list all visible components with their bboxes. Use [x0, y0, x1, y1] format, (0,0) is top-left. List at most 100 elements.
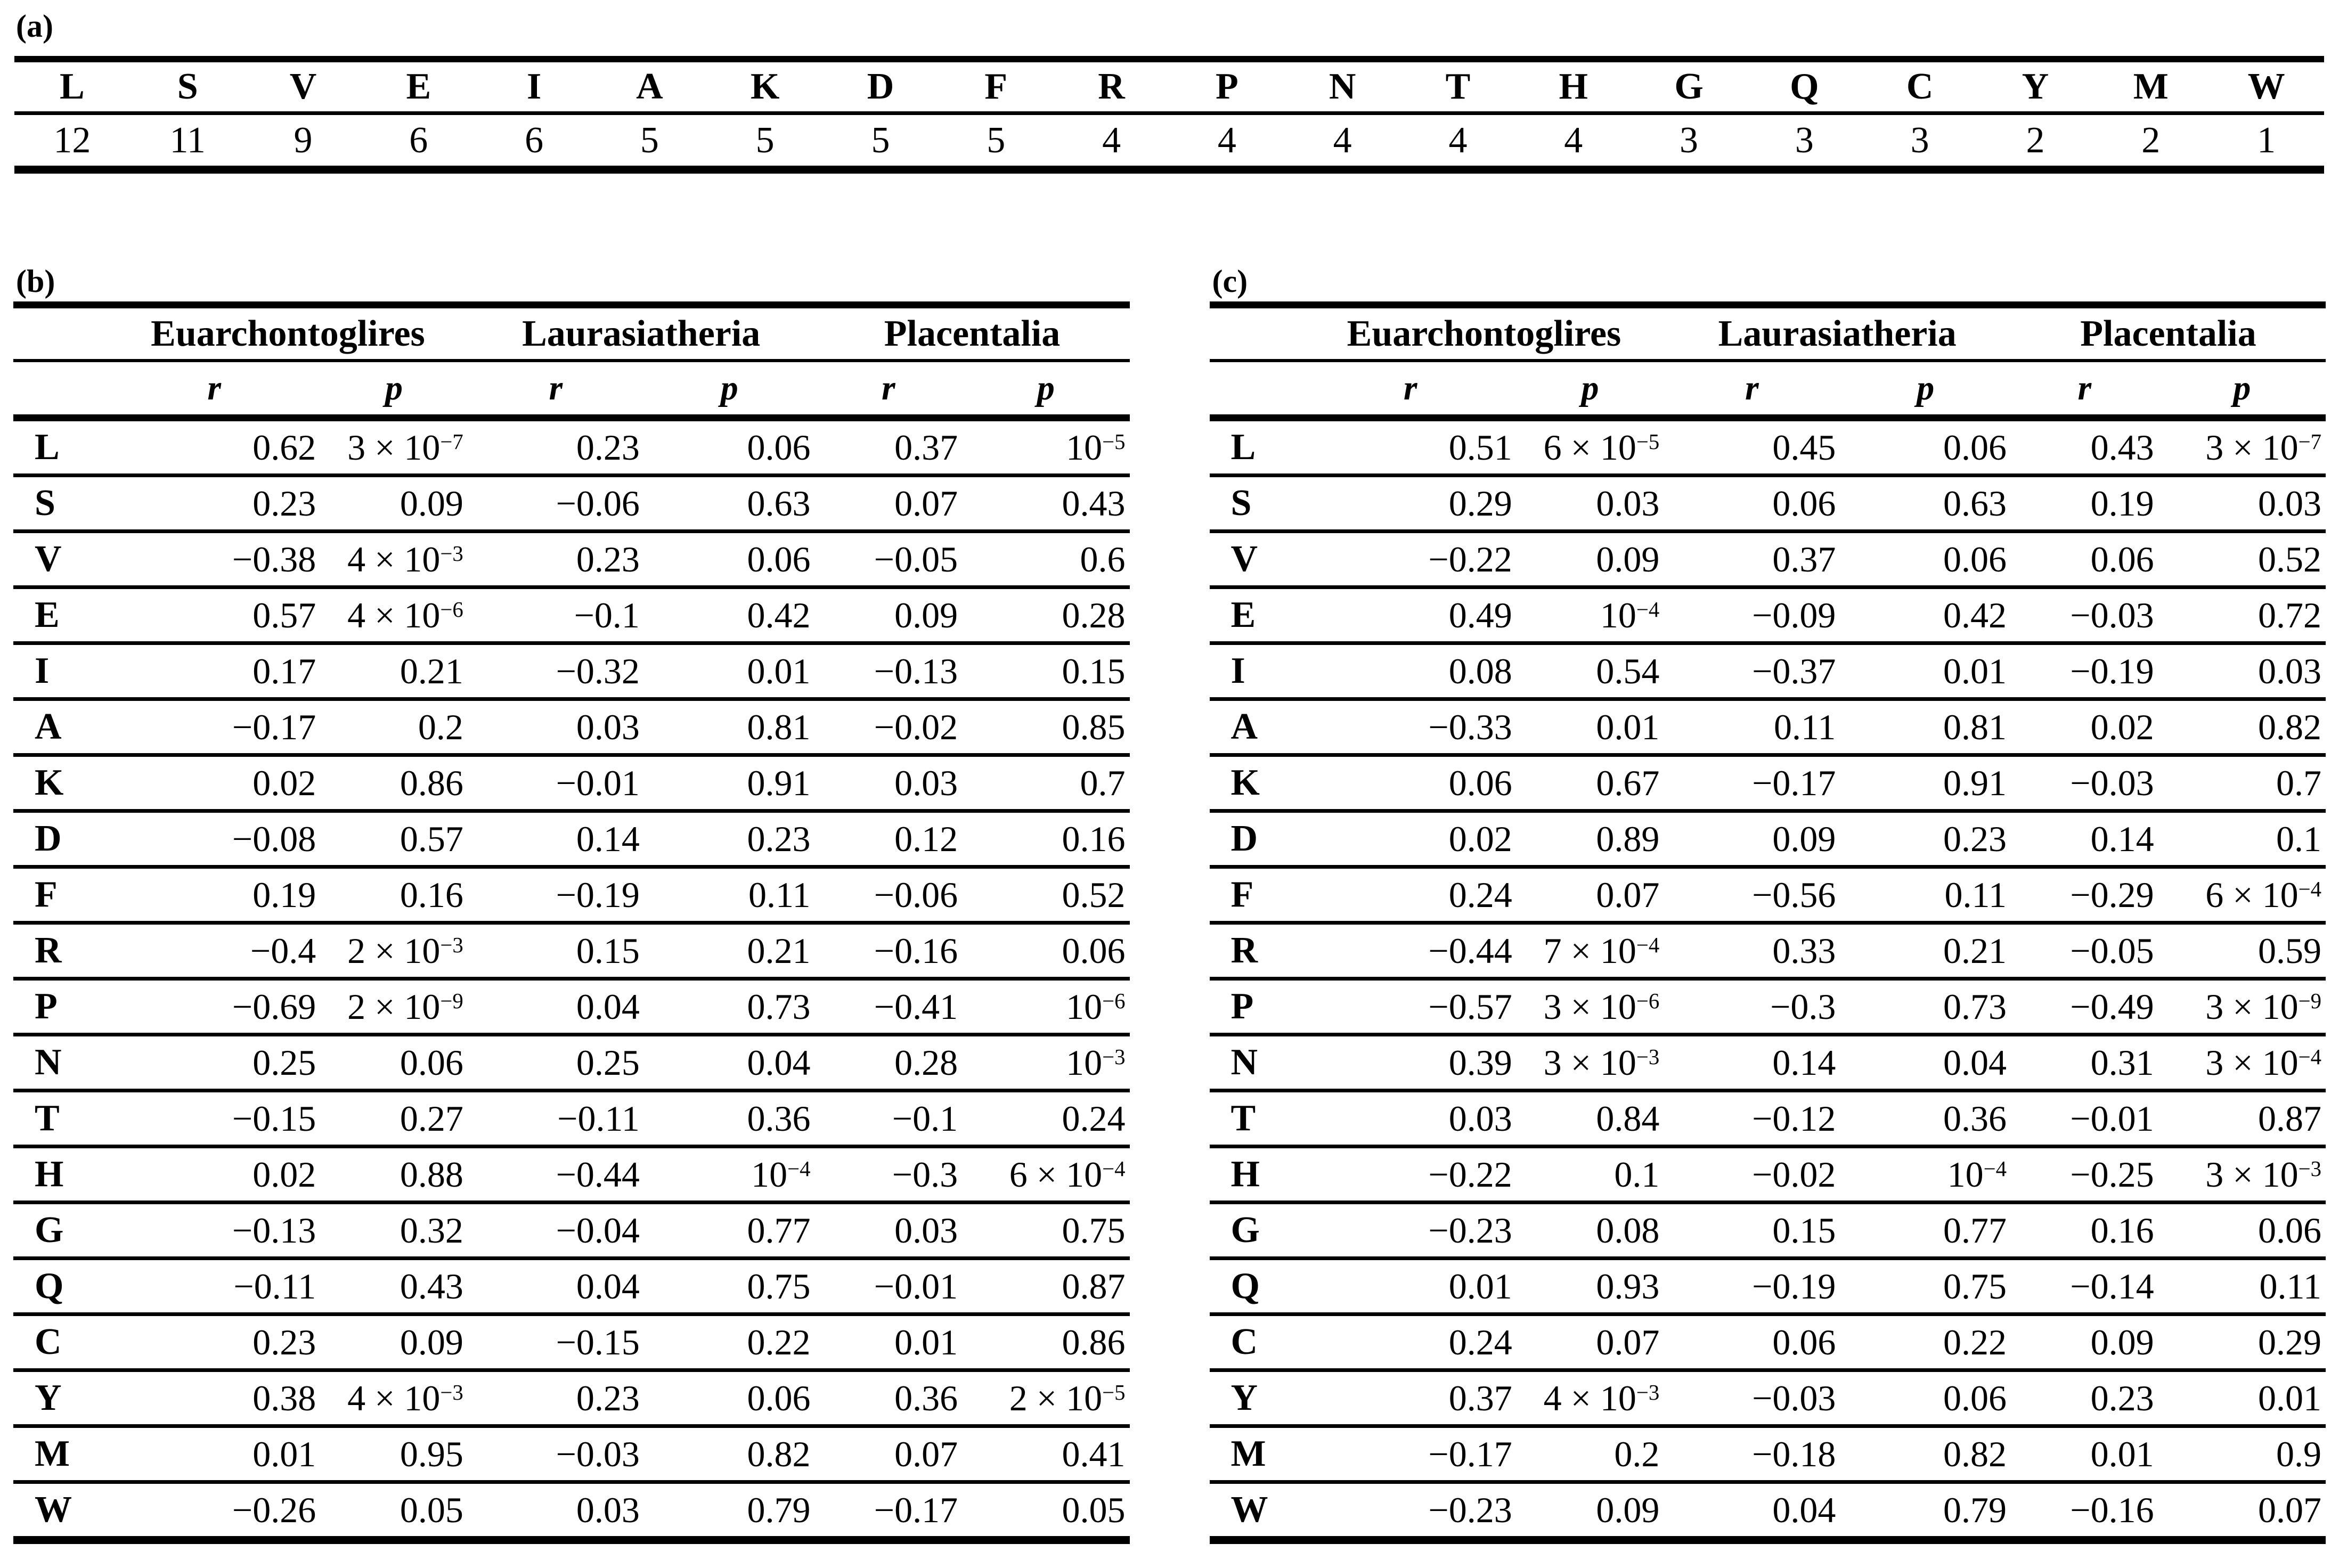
amino-letter: R [1054, 59, 1169, 115]
p-value-cell: 0.11 [2158, 1258, 2326, 1316]
amino-count: 4 [1102, 119, 1121, 161]
table-row: Y 0.38 4 × 10−3 0.23 0.06 0.36 2 × 10−5 [13, 1370, 1130, 1428]
table-row: Q −0.11 0.43 0.04 0.75 −0.01 0.87 [13, 1258, 1130, 1316]
amino-count: 2 [2141, 119, 2161, 161]
table-row: F 0.19 0.16 −0.19 0.11 −0.06 0.52 [13, 867, 1130, 925]
r-value-cell: −0.17 [1664, 755, 1840, 813]
amino-letter: G [1631, 59, 1747, 115]
amino-count: 12 [53, 119, 91, 161]
p-value-cell: 0.21 [1840, 922, 2011, 981]
row-letter: L [13, 418, 109, 477]
group-header-row: Euarchontoglires Laurasiatheria Placenta… [13, 305, 1130, 362]
r-value-cell: −0.05 [814, 531, 963, 589]
row-letter: K [1209, 755, 1305, 813]
p-value-cell: 0.04 [1840, 1034, 2011, 1092]
r-value-cell: 0.24 [1304, 1314, 1517, 1372]
p-value-cell: 0.29 [2158, 1314, 2326, 1372]
amino-count: 4 [1217, 119, 1236, 161]
counts-row: 12 11 9 6 6 5 5 5 5 4 4 4 4 4 3 3 3 2 2 1 [14, 113, 2324, 170]
p-value-cell: 0.22 [643, 1314, 815, 1372]
r-value-cell: −0.12 [1664, 1090, 1840, 1148]
r-value-cell: −0.06 [467, 475, 644, 533]
r-value-cell: 0.02 [108, 1146, 321, 1204]
p-value-cell: 0.82 [2158, 699, 2326, 757]
p-value-cell: 0.42 [1840, 587, 2011, 645]
r-value-cell: 0.01 [814, 1314, 963, 1372]
p-value-cell: 0.06 [962, 922, 1130, 981]
r-value-cell: −0.49 [2011, 978, 2158, 1036]
row-letter: Q [13, 1258, 109, 1316]
r-value-cell: 0.02 [108, 755, 321, 813]
corner-cell [13, 361, 109, 421]
p-value-cell: 0.41 [962, 1426, 1130, 1484]
corner-cell [1209, 305, 1305, 362]
amino-count: 3 [1680, 119, 1699, 161]
r-value-cell: 0.07 [814, 1426, 963, 1484]
stat-header-r: r [2011, 361, 2158, 421]
r-value-cell: 0.14 [467, 811, 644, 869]
table-row: P −0.69 2 × 10−9 0.04 0.73 −0.41 10−6 [13, 978, 1130, 1036]
p-value-cell: 0.21 [643, 922, 815, 981]
table-row: P −0.57 3 × 10−6 −0.3 0.73 −0.49 3 × 10−9 [1209, 978, 2326, 1036]
p-value-cell: 10−4 [1516, 587, 1664, 645]
r-value-cell: −0.06 [814, 867, 963, 925]
stat-header-p: p [320, 361, 468, 421]
r-value-cell: −0.01 [814, 1258, 963, 1316]
p-value-cell: 4 × 10−3 [320, 1370, 468, 1428]
amino-count: 1 [2257, 119, 2276, 161]
p-value-cell: 0.09 [1596, 1490, 1660, 1530]
row-letter: R [1209, 922, 1305, 981]
p-value-cell: 0.77 [643, 1202, 815, 1260]
r-value-cell: 0.09 [1664, 811, 1840, 869]
p-value-cell: 0.89 [1516, 811, 1664, 869]
p-value-cell: 0.06 [2158, 1202, 2326, 1260]
table-row: A −0.17 0.2 0.03 0.81 −0.02 0.85 [13, 699, 1130, 757]
r-value-cell: −0.16 [814, 922, 963, 981]
table-row: N 0.25 0.06 0.25 0.04 0.28 10−3 [13, 1034, 1130, 1092]
r-value-cell: 0.11 [1664, 699, 1840, 757]
r-value-cell: −0.03 [1664, 1370, 1840, 1428]
p-value-cell: 0.6 [962, 531, 1130, 589]
table-row: W −0.26 0.05 0.03 0.79 −0.17 0.05 [13, 1482, 1130, 1540]
r-value-cell: 0.23 [467, 418, 644, 477]
p-value-cell: 0.09 [320, 475, 468, 533]
r-value-cell: −0.19 [1664, 1258, 1840, 1316]
p-value-cell: 4 × 10−6 [320, 587, 468, 645]
r-value-cell: −0.09 [1664, 587, 1840, 645]
r-value-cell: −0.57 [1304, 978, 1517, 1036]
p-value-cell: 0.11 [643, 867, 815, 925]
row-letter: Q [1209, 1258, 1305, 1316]
amino-count: 5 [871, 119, 890, 161]
row-letter: M [13, 1426, 109, 1484]
amino-count: 4 [1564, 119, 1583, 161]
r-value-cell: −0.26 [232, 1490, 316, 1530]
p-value-cell: 0.06 [1840, 531, 2011, 589]
stat-header-p: p [1516, 361, 1664, 421]
table-row: S 0.23 0.09 −0.06 0.63 0.07 0.43 [13, 475, 1130, 533]
row-letter: A [13, 699, 109, 757]
p-value-cell: 10−6 [962, 978, 1130, 1036]
p-value-cell: 10−4 [643, 1146, 815, 1204]
p-value-cell: 0.57 [320, 811, 468, 869]
r-value-cell: −0.03 [2011, 587, 2158, 645]
r-value-cell: 0.01 [108, 1426, 321, 1484]
p-value-cell: 0.06 [320, 1034, 468, 1092]
r-value-cell: −0.37 [1664, 643, 1840, 701]
r-value-cell: −0.16 [2070, 1490, 2154, 1530]
r-value-cell: 0.23 [467, 1370, 644, 1428]
amino-letter: I [476, 59, 592, 115]
r-value-cell: −0.13 [814, 643, 963, 701]
amino-count: 5 [987, 119, 1006, 161]
r-value-cell: −0.17 [1304, 1426, 1517, 1484]
p-value-cell: 0.16 [962, 811, 1130, 869]
r-value-cell: 0.02 [1304, 811, 1517, 869]
p-value-cell: 0.88 [320, 1146, 468, 1204]
p-value-cell: 0.84 [1516, 1090, 1664, 1148]
r-value-cell: −0.56 [1664, 867, 1840, 925]
p-value-cell: 3 × 10−7 [2158, 418, 2326, 477]
p-value-cell: 0.05 [1062, 1490, 1126, 1530]
stat-header-r: r [1304, 361, 1517, 421]
p-value-cell: 0.73 [1840, 978, 2011, 1036]
table-row: L 0.62 3 × 10−7 0.23 0.06 0.37 10−5 [13, 418, 1130, 477]
r-value-cell: −0.17 [108, 699, 321, 757]
